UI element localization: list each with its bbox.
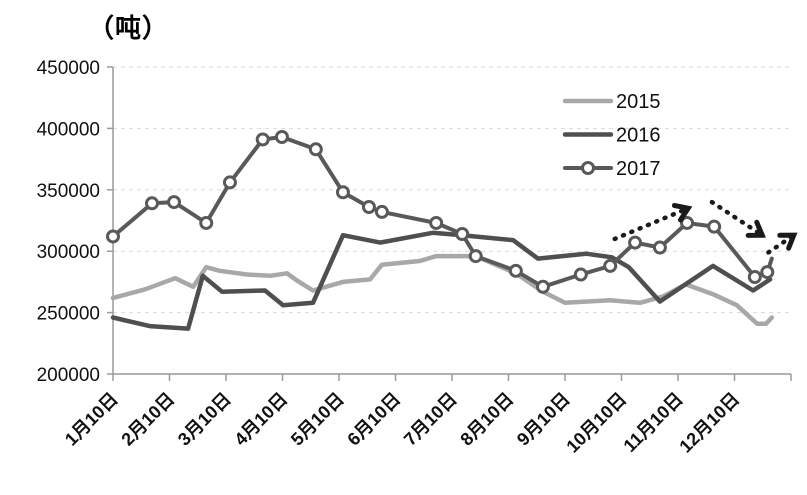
arrowhead-icon — [777, 232, 798, 251]
series-line-2017 — [111, 135, 774, 289]
data-point-marker — [222, 175, 237, 190]
x-tick-label: 5月10日 — [287, 389, 348, 450]
data-point-marker — [374, 204, 389, 219]
data-point-marker — [255, 132, 270, 147]
data-point-marker — [573, 267, 588, 282]
trend-arrows — [612, 199, 798, 255]
series-line-2016 — [110, 230, 773, 331]
y-tick-label: 450000 — [37, 58, 100, 79]
data-point-marker — [274, 129, 289, 144]
y-axis-unit-label: （吨） — [88, 13, 170, 43]
x-tick-label: 2月10日 — [117, 389, 178, 450]
data-point-marker — [144, 196, 159, 211]
legend-item-2015: 2015 — [562, 91, 661, 113]
arrowhead-icon — [671, 203, 693, 223]
dotted-arrow-line — [709, 199, 765, 238]
y-tick-label: 350000 — [37, 181, 100, 202]
data-point-marker — [680, 215, 695, 230]
data-point-marker — [535, 279, 550, 294]
data-point-marker — [508, 263, 523, 278]
data-point-marker — [760, 265, 775, 280]
x-tick-label: 1月10日 — [61, 389, 122, 450]
legend-label: 2016 — [616, 125, 661, 147]
data-point-marker — [707, 219, 722, 234]
y-tick-label: 200000 — [37, 365, 100, 386]
data-point-marker — [106, 229, 120, 244]
x-tick-label: 6月10日 — [343, 389, 404, 450]
x-tick-label: 12月10日 — [675, 389, 743, 457]
data-point-marker — [468, 249, 483, 264]
legend-item-2017: 2017 — [563, 158, 661, 180]
data-point-marker — [167, 195, 182, 210]
data-point-marker — [361, 199, 376, 214]
x-tick-label: 3月10日 — [174, 389, 235, 450]
x-tick-label: 8月10日 — [456, 389, 517, 450]
data-point-marker — [455, 227, 470, 242]
x-tick-label: 10月10日 — [562, 389, 630, 457]
legend-marker-swatch — [581, 161, 595, 175]
data-point-marker — [652, 240, 667, 255]
gridlines — [113, 66, 791, 314]
series-markers-2017 — [106, 129, 775, 294]
y-tick-label: 400000 — [37, 119, 100, 140]
data-point-marker — [628, 235, 643, 250]
y-tick-label: 250000 — [37, 304, 100, 325]
data-point-marker — [603, 258, 618, 273]
legend-item-2016: 2016 — [562, 125, 661, 147]
data-point-marker — [308, 142, 323, 157]
data-point-marker — [335, 185, 350, 200]
axes: 200000 250000 300000 350000 400000 450000 1月10… — [37, 58, 792, 457]
dotted-arrow-line — [766, 232, 797, 255]
x-tick-label: 4月10日 — [230, 389, 291, 450]
data-point-marker — [429, 215, 444, 230]
legend: 2015 2016 2017 — [562, 91, 661, 180]
data-point-marker — [747, 269, 762, 284]
x-tick-label: 7月10日 — [400, 389, 461, 450]
arrowhead-icon — [745, 219, 766, 238]
data-point-marker — [199, 215, 214, 230]
x-tick-label: 11月10日 — [620, 389, 687, 456]
series-line-2015 — [110, 253, 775, 326]
legend-label: 2015 — [616, 91, 661, 113]
legend-label: 2017 — [616, 158, 661, 180]
y-tick-label: 300000 — [37, 242, 100, 263]
